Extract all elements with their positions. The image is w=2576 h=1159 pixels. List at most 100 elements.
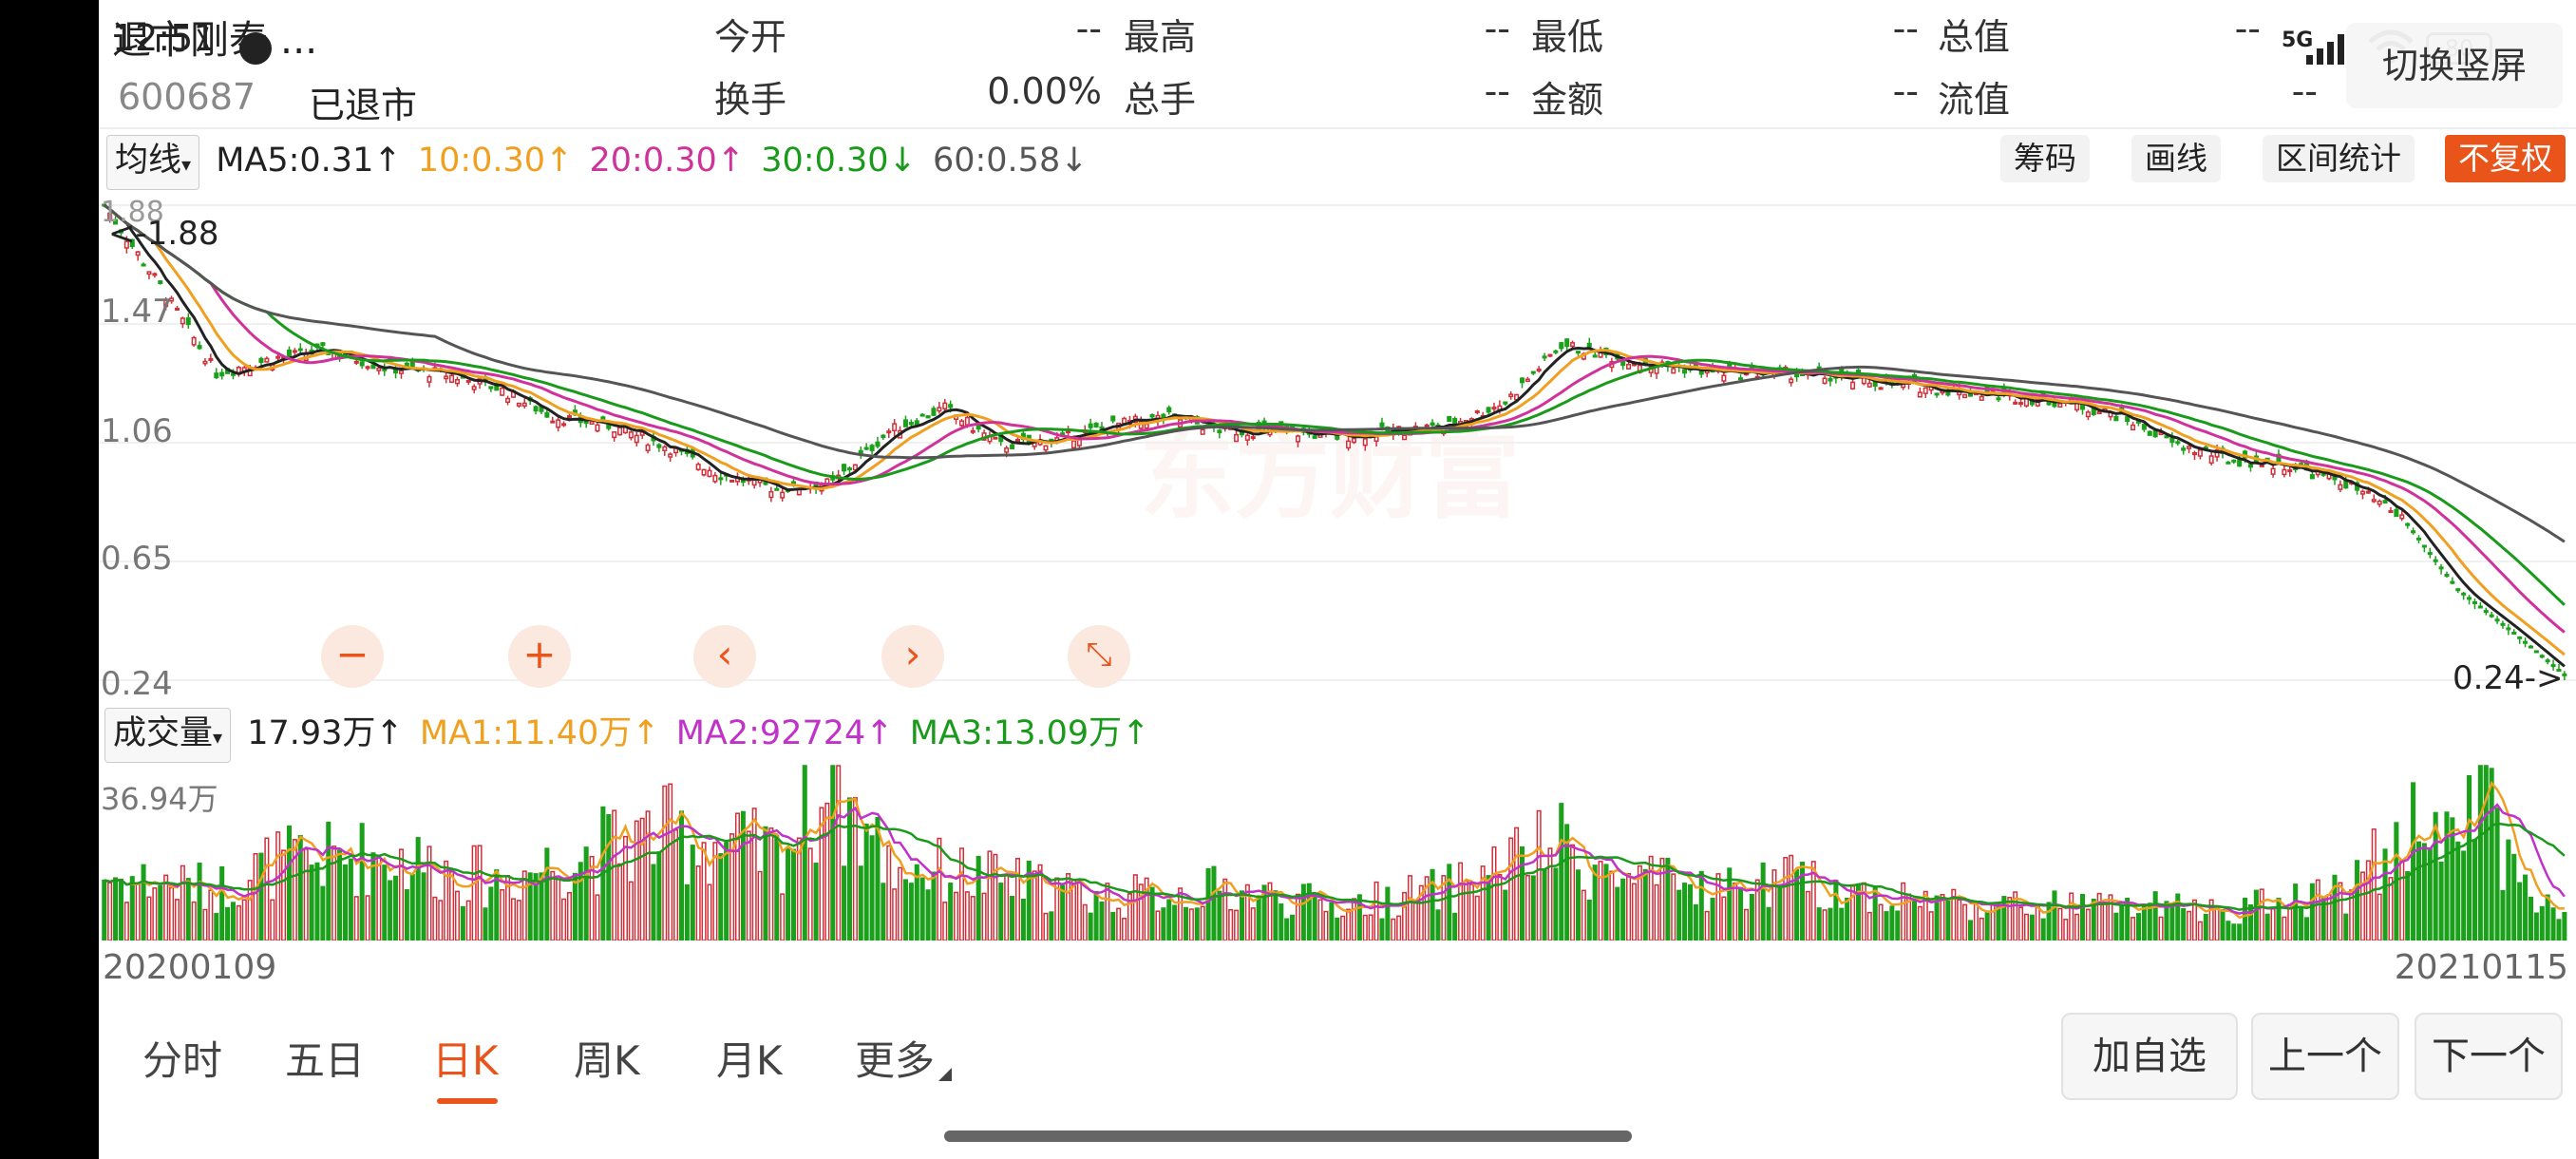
volume-bar <box>1698 870 1704 940</box>
add-watchlist-button[interactable]: 加自选 <box>2061 1013 2238 1100</box>
volume-bar <box>1317 899 1323 940</box>
volume-bar <box>958 847 964 940</box>
candle-bar <box>1362 438 1368 446</box>
volume-bar <box>774 834 780 940</box>
volume-bar <box>1710 898 1715 940</box>
candle-bar <box>606 424 612 429</box>
candle-bar <box>202 360 208 365</box>
volume-bar <box>382 864 388 940</box>
tab-intraday[interactable]: 分时 <box>142 1037 223 1084</box>
volume-bar <box>2253 889 2259 940</box>
candle-bar <box>729 479 735 483</box>
candle-bar <box>2181 447 2187 451</box>
volume-bar <box>1901 882 1906 940</box>
volume-bar <box>1161 907 1166 940</box>
volume-bar <box>869 835 875 940</box>
volume-bar <box>2029 914 2035 940</box>
volume-bar <box>2046 902 2052 940</box>
volume-bar <box>2220 908 2226 940</box>
volume-bar <box>975 855 981 940</box>
volume-select[interactable]: 成交量▾ <box>104 708 232 763</box>
switch-portrait-button[interactable]: 切换竖屏 <box>2346 23 2563 108</box>
quote-label-total-value: 总值 <box>1938 16 2011 58</box>
next-stock-button[interactable]: 下一个 <box>2415 1013 2563 1100</box>
volume-bar <box>1082 903 1088 940</box>
volume-bar <box>1738 886 1744 940</box>
candle-bar <box>129 238 135 248</box>
more-arrow-icon <box>938 1068 952 1081</box>
volume-bar <box>320 885 326 940</box>
zoom-out-icon[interactable]: − <box>321 625 384 688</box>
volume-bar <box>1217 890 1222 940</box>
candle-bar <box>846 467 852 471</box>
range-stats-button[interactable]: 区间统计 <box>2263 135 2415 182</box>
volume-bar <box>1570 844 1576 940</box>
candle-bar <box>2545 659 2550 663</box>
tab-five-day[interactable]: 五日 <box>285 1037 366 1084</box>
volume-bar <box>1586 899 1592 940</box>
volume-bar <box>2131 917 2136 940</box>
candle-bar <box>1430 422 1435 427</box>
volume-bar <box>135 883 141 940</box>
volume-bar <box>1559 803 1564 940</box>
candle-bar <box>471 386 477 390</box>
candle-bar <box>2455 588 2461 592</box>
draw-line-button[interactable]: 画线 <box>2131 135 2221 182</box>
previous-stock-button[interactable]: 上一个 <box>2251 1013 2399 1100</box>
candle-bar <box>426 375 432 383</box>
reset-icon[interactable]: ⤡ <box>1068 625 1130 688</box>
volume-bar <box>942 902 948 940</box>
volume-bar <box>488 886 494 940</box>
ma-select[interactable]: 均线▾ <box>106 135 200 190</box>
volume-bar <box>398 848 404 940</box>
candle-bar <box>219 371 225 377</box>
next-icon[interactable]: › <box>881 625 944 688</box>
volume-bar <box>595 894 600 940</box>
no-adjust-button[interactable]: 不复权 <box>2445 135 2566 182</box>
candle-bar <box>488 386 494 390</box>
candle-bar <box>449 374 455 383</box>
candle-bar <box>993 436 998 440</box>
volume-bar <box>2399 859 2405 940</box>
volume-bar <box>1911 900 1917 940</box>
candle-bar <box>1508 393 1514 398</box>
volume-bar <box>1777 886 1783 940</box>
volume-legend: 成交量▾ 17.93万↑ MA1:11.40万↑ MA2:92724↑ MA3:… <box>104 708 1149 763</box>
volume-bar <box>230 902 236 940</box>
candle-bar <box>600 416 606 420</box>
volume-bar <box>1542 868 1547 940</box>
tab-more[interactable]: 更多 <box>855 1037 936 1084</box>
volume-items: 17.93万↑ MA1:11.40万↑ MA2:92724↑ MA3:13.09… <box>241 714 1149 752</box>
volume-bar <box>645 810 651 940</box>
volume-bar <box>1592 864 1598 940</box>
volume-bar <box>454 890 460 940</box>
volume-bar <box>1480 865 1486 940</box>
volume-bar <box>432 896 438 940</box>
tab-monthly-k[interactable]: 月K <box>716 1037 783 1084</box>
candle-bar <box>1962 393 1968 399</box>
tab-weekly-k[interactable]: 周K <box>574 1037 640 1084</box>
volume-max-label: 36.94万 <box>101 781 218 817</box>
volume-bar <box>612 809 617 940</box>
chips-button[interactable]: 筹码 <box>2000 135 2090 182</box>
candle-bar <box>521 402 527 407</box>
volume-bar <box>1671 873 1676 940</box>
volume-bar <box>449 870 455 940</box>
candle-bar <box>842 464 847 472</box>
volume-bar <box>1615 886 1620 940</box>
volume-bar <box>1188 908 1194 940</box>
candle-bar <box>1564 338 1570 348</box>
volume-chart[interactable] <box>99 758 2576 940</box>
candle-bar <box>135 251 141 256</box>
candle-bar <box>931 408 937 416</box>
candle-bar <box>958 420 964 427</box>
zoom-in-icon[interactable]: + <box>508 625 571 688</box>
candle-bar <box>2125 416 2131 423</box>
price-chart[interactable] <box>99 188 2576 701</box>
prev-icon[interactable]: ‹ <box>693 625 756 688</box>
tab-daily-k[interactable]: 日K <box>432 1037 499 1084</box>
candle-bar <box>2461 592 2467 596</box>
volume-bar <box>404 888 409 940</box>
candle-bar <box>790 481 796 484</box>
